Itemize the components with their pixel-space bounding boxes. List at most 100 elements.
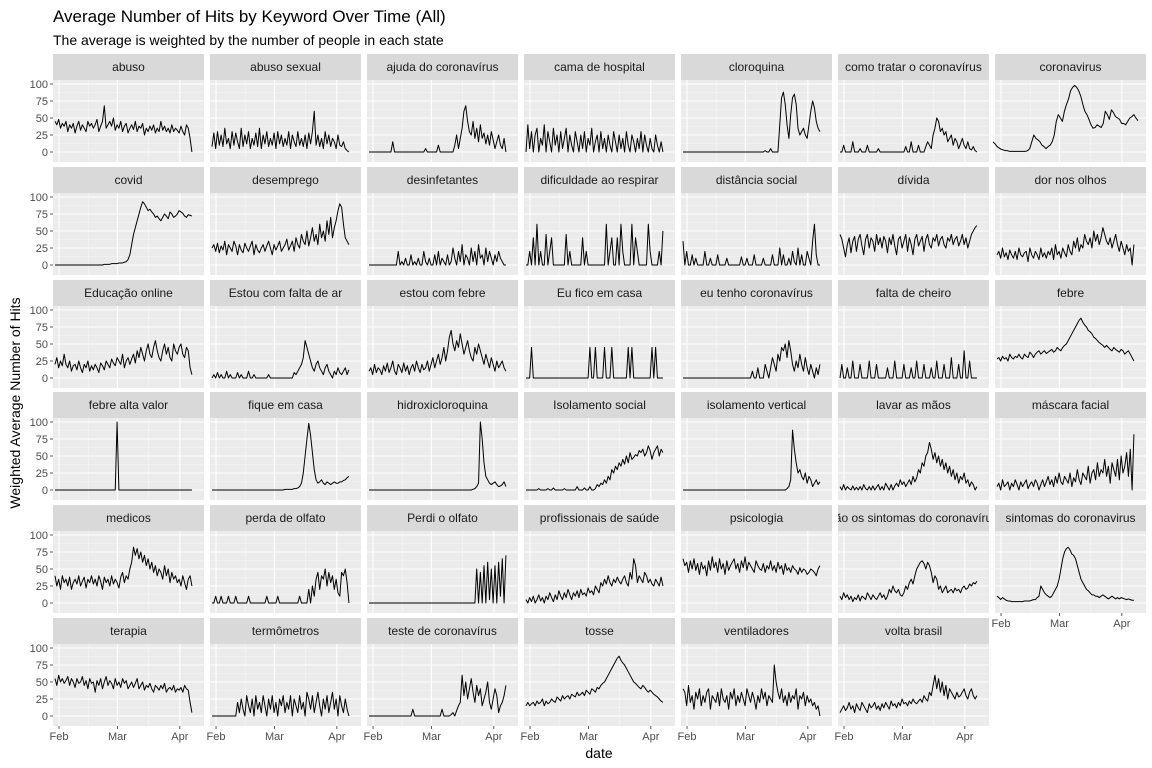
strip-febre [995, 280, 1146, 306]
plot-bg-abuso [53, 80, 204, 162]
plot-bg-estou-com-febre [367, 306, 518, 388]
panel-sintomas-do-coronavirus: sintomas do coronavirus Feb Mar Apr [992, 505, 1146, 630]
panel-perda-de-olfato: perda de olfato [210, 505, 361, 613]
panel-desinfetantes: desinfetantes [367, 167, 518, 275]
x-tick-label: Apr [956, 731, 973, 743]
strip-falta-de-cheiro [838, 280, 989, 306]
series-line-terapia [54, 674, 193, 713]
x-tick-label: Apr [328, 731, 345, 743]
plot-bg-profissionais-de-saude [524, 531, 675, 613]
chart-subtitle: The average is weighted by the number of… [53, 32, 444, 48]
x-tick-label: Apr [1113, 618, 1130, 630]
strip-estou-com-febre [367, 280, 518, 306]
strip-label-divida: dívida [897, 173, 929, 187]
panel-coronavirus: coronavirus [992, 54, 1146, 162]
strip-divida [838, 167, 989, 193]
y-tick-label: 0 [42, 147, 48, 159]
panel-lavar-as-maos: lavar as mãos [838, 392, 989, 500]
x-tick-label: Mar [422, 731, 441, 743]
strip-volta-brasil [838, 618, 989, 644]
strip-label-como-tratar-o-coronavirus: como tratar o coronavírus [845, 60, 982, 74]
series-line-lavar-as-maos [839, 441, 978, 491]
series-line-desinfetantes [369, 244, 506, 266]
strip-label-desemprego: desemprego [252, 173, 319, 187]
strip-label-educacao-online: Educação online [84, 286, 173, 300]
panel-perdi-o-olfato: Perdi o olfato [367, 505, 518, 613]
plot-bg-medicos [53, 531, 204, 613]
strip-covid [53, 167, 204, 193]
plot-bg-covid [53, 193, 204, 275]
y-tick-label: 0 [42, 373, 48, 385]
series-line-febre [996, 317, 1135, 362]
y-tick-label: 25 [36, 243, 48, 255]
x-tick-label: Feb [50, 731, 69, 743]
panel-eu-tenho-coronavirus: eu tenho coronavírus [681, 280, 832, 388]
plot-bg-falta-de-cheiro [838, 306, 989, 388]
x-tick-label: Apr [799, 731, 816, 743]
series-line-psicologia [682, 556, 821, 577]
strip-label-isolamento-vertical: isolamento vertical [707, 398, 806, 412]
series-line-distancia-social [682, 223, 820, 266]
strip-label-febre-alta-valor: febre alta valor [89, 398, 168, 412]
strip-label-eu-tenho-coronavirus: eu tenho coronavírus [700, 286, 813, 300]
y-tick-label: 75 [36, 434, 48, 446]
y-tick-label: 50 [36, 226, 48, 238]
strip-psicologia [681, 505, 832, 531]
chart-title: Average Number of Hits by Keyword Over T… [53, 7, 446, 26]
panel-mascara-facial: máscara facial [995, 392, 1146, 500]
strip-label-profissionais-de-saude: profissionais de saúde [540, 511, 660, 525]
panel-ventiladores: ventiladores Feb Mar Apr [678, 618, 832, 743]
panel-psicologia: psicologia [681, 505, 832, 613]
panel-medicos: medicos 0 25 50 75 100 [30, 505, 204, 613]
series-line-coronavirus [992, 84, 1139, 152]
strip-label-ventiladores: ventiladores [724, 624, 789, 638]
panel-estou-com-febre: estou com febre [367, 280, 518, 388]
strip-label-estou-com-febre: estou com febre [399, 286, 485, 300]
x-tick-label: Apr [642, 731, 659, 743]
series-line-mascara-facial [996, 434, 1135, 491]
plot-bg-sintomas-do-coronavirus [995, 531, 1146, 613]
y-tick-label: 25 [36, 356, 48, 368]
plot-bg-eu-fico-em-casa [524, 306, 675, 388]
y-tick-label: 75 [36, 209, 48, 221]
facet-panels: abuso 0 25 50 75 100 abuso sexual ajuda do coro… [30, 54, 1146, 743]
strip-label-termometros: termômetros [252, 624, 319, 638]
strip-label-volta-brasil: volta brasil [885, 624, 942, 638]
strip-mascara-facial [995, 392, 1146, 418]
y-tick-label: 100 [30, 305, 48, 317]
strip-label-sao-os-sintomas-do-coronavirus: são os sintomas do coronavírus [829, 511, 998, 525]
strip-label-abuso-sexual: abuso sexual [250, 60, 321, 74]
strip-cama-de-hospital [524, 54, 675, 80]
strip-fique-em-casa [210, 392, 361, 418]
series-line-teste-de-coronavirus [369, 674, 507, 717]
strip-cloroquina [681, 54, 832, 80]
strip-estou-com-falta-de-ar [210, 280, 361, 306]
x-tick-label: Feb [992, 618, 1011, 630]
strip-termometros [210, 618, 361, 644]
series-line-abuso-sexual [211, 110, 350, 153]
y-tick-label: 75 [36, 660, 48, 672]
y-tick-label: 0 [42, 711, 48, 723]
strip-abuso-sexual [210, 54, 361, 80]
y-tick-label: 50 [36, 113, 48, 125]
panel-volta-brasil: volta brasil Feb Mar Apr [835, 618, 989, 743]
strip-label-dificuldade-ao-respirar: dificuldade ao respirar [540, 173, 658, 187]
series-line-estou-com-febre [368, 329, 507, 376]
strip-label-perdi-o-olfato: Perdi o olfato [407, 511, 478, 525]
strip-label-distancia-social: distância social [716, 173, 797, 187]
panel-febre-alta-valor: febre alta valor 0 25 50 75 100 [30, 392, 204, 500]
series-line-covid [55, 201, 193, 266]
strip-isolamento-social [524, 392, 675, 418]
y-tick-label: 0 [42, 485, 48, 497]
series-line-febre-alta-valor [55, 421, 192, 491]
strip-label-ajuda-do-coronavirus: ajuda do coronavírus [386, 60, 498, 74]
series-line-divida [839, 225, 978, 258]
plot-bg-terapia [53, 644, 204, 726]
strip-label-isolamento-social: Isolamento social [553, 398, 646, 412]
series-line-ajuda-do-coronavirus [369, 105, 507, 153]
plot-bg-febre [995, 306, 1146, 388]
series-line-ventiladores [682, 664, 821, 717]
strip-medicos [53, 505, 204, 531]
series-line-profissionais-de-saude [525, 558, 664, 604]
plot-bg-dor-nos-olhos [995, 193, 1146, 275]
